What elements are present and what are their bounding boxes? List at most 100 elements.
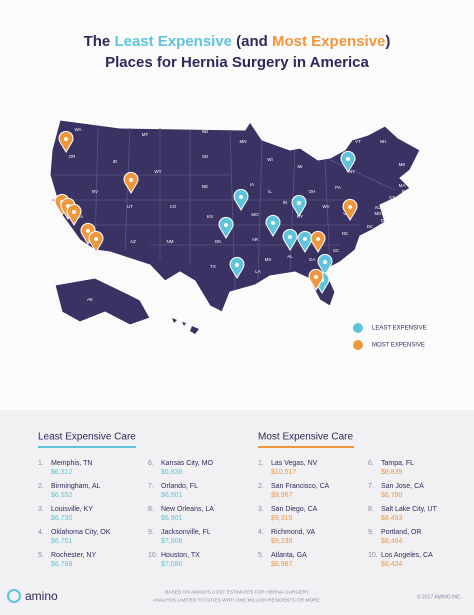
map-pin-dot <box>271 221 275 225</box>
map-pin <box>218 216 234 239</box>
copyright: © 2017 AMINO INC. <box>417 593 462 600</box>
brand: amino <box>25 589 58 603</box>
state-label: DC <box>367 224 374 229</box>
rank: 1. <box>258 460 264 467</box>
map-pin <box>342 198 358 221</box>
map-pin <box>88 230 104 253</box>
map-pin-dot <box>297 201 301 205</box>
map-pin <box>282 228 298 251</box>
rank: 5. <box>38 552 44 559</box>
legend: LEAST EXPENSIVE MOST EXPENSIVE <box>353 323 427 350</box>
map-pin-dot <box>346 157 350 161</box>
state-label: SD <box>202 154 209 159</box>
legend-most: MOST EXPENSIVE <box>372 343 425 349</box>
title-line-1: The Least Expensive (and Most Expensive) <box>84 33 391 50</box>
rank: 4. <box>258 529 264 536</box>
map-pin-dot <box>314 275 318 279</box>
state-label: AR <box>252 237 259 242</box>
city: Houston, TX <box>161 552 200 559</box>
state-label: CT <box>389 195 395 200</box>
rank: 2. <box>38 483 44 490</box>
price: $8,987 <box>271 561 293 568</box>
map-pin <box>340 150 356 173</box>
most-heading: Most Expensive Care <box>258 432 353 443</box>
price: $9,319 <box>271 515 293 522</box>
ranked-lists: 1. Memphis, TN $6,312 2. Birmingham, AL $6,55… <box>38 460 438 568</box>
map-pin-dot <box>129 178 133 182</box>
footer: amino BASED ON AMINO'S COST ESTIMATES FO… <box>7 589 462 603</box>
city: San Francisco, CA <box>271 483 330 490</box>
brand-icon <box>7 589 21 603</box>
price: $6,838 <box>161 469 183 476</box>
price: $8,493 <box>381 515 403 522</box>
city: Oklahoma City, OK <box>51 529 111 536</box>
rank: 3. <box>258 506 264 513</box>
rank: 4. <box>38 529 44 536</box>
price: $8,424 <box>381 561 403 568</box>
rank: 7. <box>148 483 154 490</box>
city: Tampa, FL <box>381 460 414 467</box>
map-pin <box>317 253 333 276</box>
price: $6,788 <box>51 561 73 568</box>
price: $7,008 <box>161 538 183 545</box>
rank: 1. <box>38 460 44 467</box>
city: Memphis, TN <box>51 460 93 467</box>
state-label: IN <box>283 200 288 205</box>
state-label: MN <box>240 139 247 144</box>
title-part: Least Expensive <box>114 33 232 50</box>
state-label: LA <box>255 269 261 274</box>
state-label: ME <box>399 162 406 167</box>
city: Richmond, VA <box>271 529 316 536</box>
price: $7,080 <box>161 561 183 568</box>
map-pin <box>66 203 82 226</box>
city: New Orleans, LA <box>161 506 214 513</box>
state-label: NY <box>349 169 355 174</box>
rank: 7. <box>368 483 374 490</box>
state-label: GA <box>309 257 316 262</box>
map-pin <box>58 130 74 153</box>
city: San Diego, CA <box>271 506 318 513</box>
state-label: HI <box>188 315 193 320</box>
state-label: OK <box>215 239 222 244</box>
rank: 9. <box>148 529 154 536</box>
state-label: WY <box>154 169 161 174</box>
city: Las Vegas, NV <box>271 460 318 467</box>
rank: 5. <box>258 552 264 559</box>
city: Los Angeles, CA <box>381 552 433 559</box>
state-label: NC <box>342 231 349 236</box>
title-line-2: Places for Hernia Surgery in America <box>105 54 369 71</box>
map-pin <box>123 171 139 194</box>
map-pin-dot <box>288 235 292 239</box>
state-label: WA <box>74 127 81 132</box>
map-pin-dot <box>239 195 243 199</box>
rank: 3. <box>38 506 44 513</box>
state-label: NV <box>92 189 98 194</box>
alaska <box>54 277 151 326</box>
hawaii <box>172 318 199 334</box>
price: $9,238 <box>271 538 293 545</box>
state-label: CA <box>77 214 83 219</box>
rank: 6. <box>148 460 154 467</box>
map-pin-dot <box>94 237 98 241</box>
state-label: NE <box>202 184 208 189</box>
legend-swatch-most <box>353 340 363 350</box>
state-label: KY <box>297 214 303 219</box>
map-pin-dot <box>64 137 68 141</box>
city: Atlanta, GA <box>271 552 307 559</box>
price: $6,901 <box>161 492 183 499</box>
city: Orlando, FL <box>161 483 198 490</box>
state-label: TX <box>210 264 216 269</box>
price: $8,790 <box>381 492 403 499</box>
city: Rochester, NY <box>51 552 96 559</box>
state-label: MS <box>265 257 272 262</box>
state-label: MT <box>142 132 149 137</box>
state-label: NJ <box>375 205 381 210</box>
state-label: OR <box>69 154 77 159</box>
us-map: WA MT ND MN VT NH ME OR ID SD WI MI NY MA WY IA CT RI NE IL… <box>49 119 421 334</box>
rank: 10. <box>368 552 378 559</box>
state-label: DE <box>381 218 387 223</box>
state-label: KS <box>207 214 213 219</box>
city: Jacksonville, FL <box>161 529 211 536</box>
bottom-background <box>0 410 474 615</box>
